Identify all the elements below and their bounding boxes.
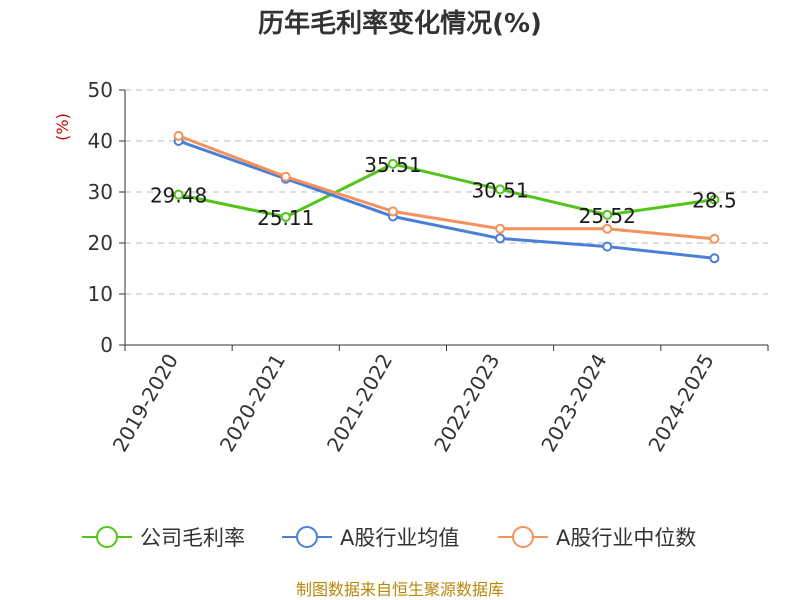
data-label: 35.51 (364, 153, 421, 177)
axes: 0 10 20 30 40 50 2019-2020 2020-2021 2021-2022 20… (88, 78, 769, 456)
source-note: 制图数据来自恒生聚源数据库 (296, 580, 504, 599)
data-label: 28.5 (692, 189, 737, 213)
y-tick-label: 20 (88, 231, 113, 255)
x-tick-label: 2021-2022 (322, 350, 397, 456)
data-point (387, 206, 398, 217)
legend-marker (96, 526, 118, 548)
legend-item[interactable]: 公司毛利率 (82, 526, 245, 550)
y-tick-label: 10 (88, 282, 113, 306)
data-label: 25.52 (579, 204, 636, 228)
data-point (495, 233, 506, 244)
legend-label: A股行业均值 (340, 526, 459, 550)
x-tick-label: 2019-2020 (108, 350, 183, 456)
data-point (602, 223, 613, 234)
x-tick-label: 2023-2024 (536, 350, 611, 456)
data-point (495, 184, 506, 195)
data-point (387, 158, 398, 169)
data-point (709, 233, 720, 244)
chart-title: 历年毛利率变化情况(%) (258, 8, 542, 39)
data-point (602, 241, 613, 252)
legend-marker (512, 526, 534, 548)
x-tick-label: 2020-2021 (215, 350, 290, 456)
data-point (602, 209, 613, 220)
series (173, 130, 720, 264)
data-label: 29.48 (150, 184, 207, 208)
legend-label: 公司毛利率 (140, 526, 245, 550)
legend-item[interactable]: A股行业中位数 (498, 526, 696, 550)
series-line (178, 162, 715, 219)
legend-marker (296, 526, 318, 548)
data-label: 25.11 (257, 206, 314, 230)
y-tick-label: 0 (100, 333, 113, 357)
data-point (495, 223, 506, 234)
data-point (173, 189, 184, 200)
legend-label: A股行业中位数 (556, 526, 696, 550)
grid (125, 89, 768, 295)
y-tick-label: 50 (88, 78, 113, 102)
data-point (709, 194, 720, 205)
data-label: 30.51 (471, 178, 528, 202)
series-line (178, 134, 715, 241)
series-line (178, 139, 715, 260)
y-tick-label: 30 (88, 180, 113, 204)
x-tick-label: 2022-2023 (429, 350, 504, 456)
data-point (280, 211, 291, 222)
data-point (280, 171, 291, 182)
y-tick-label: 40 (88, 129, 113, 153)
legend[interactable]: 公司毛利率 A股行业均值 A股行业中位数 (82, 526, 696, 550)
legend-item[interactable]: A股行业均值 (282, 526, 459, 550)
y-unit-label: (%) (53, 113, 72, 141)
x-tick-label: 2024-2025 (643, 350, 718, 456)
data-point (173, 130, 184, 141)
data-point (709, 253, 720, 264)
data-labels: 29.48 25.11 35.51 30.51 25.52 28.5 (150, 153, 737, 230)
